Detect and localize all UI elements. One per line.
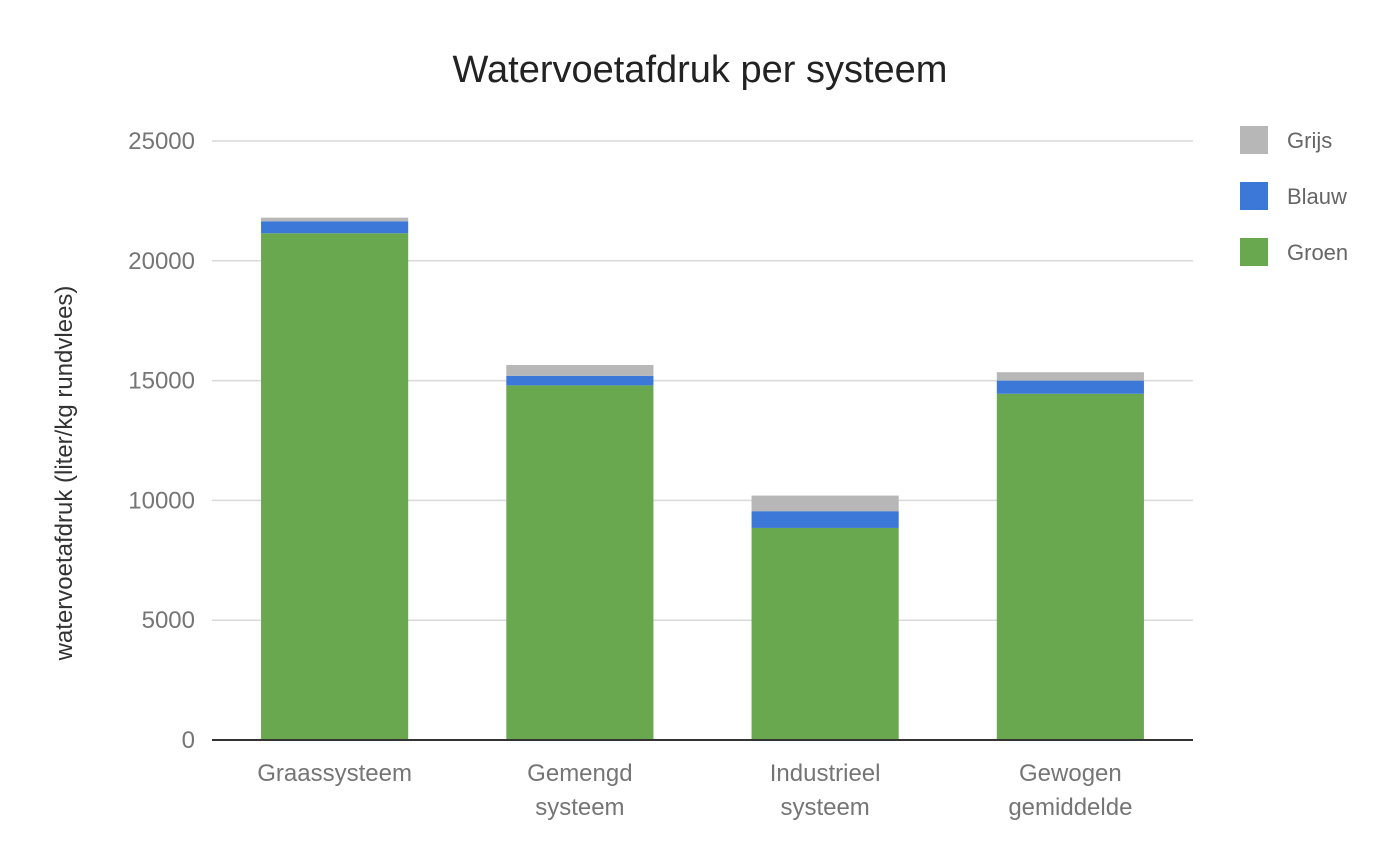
legend-item-blauw: Blauw	[1240, 182, 1347, 210]
bar-segment-blauw-industrieel-systeem	[751, 511, 899, 528]
legend-swatch-grijs	[1240, 126, 1268, 154]
bar-group-gemengd-systeem	[506, 365, 654, 740]
x-tick-label-graassysteem: Graassysteem	[257, 760, 412, 787]
bar-segment-groen-gewogen-gemiddelde	[996, 393, 1144, 740]
legend-label-blauw: Blauw	[1287, 184, 1347, 209]
bar-segment-grijs-gewogen-gemiddelde	[996, 372, 1144, 381]
y-axis-label: watervoetafdruk (liter/kg rundvlees)	[51, 286, 78, 662]
bar-segment-blauw-gewogen-gemiddelde	[996, 380, 1144, 394]
bar-segment-groen-graassysteem	[261, 233, 409, 740]
y-tick-label-5000: 5000	[142, 607, 195, 634]
y-tick-label-0: 0	[182, 727, 195, 754]
y-tick-label-15000: 15000	[128, 368, 195, 395]
bar-segment-blauw-graassysteem	[261, 221, 409, 234]
y-tick-label-10000: 10000	[128, 487, 195, 514]
bar-group-gewogen-gemiddelde	[996, 372, 1144, 740]
bars	[261, 217, 1144, 740]
x-tick-label-systeem: systeem	[535, 794, 624, 821]
legend-label-groen: Groen	[1287, 240, 1348, 265]
x-axis-ticks: Graassysteem Gemengd systeem Industrieel sys…	[257, 760, 1132, 821]
legend-item-groen: Groen	[1240, 238, 1348, 266]
bar-segment-grijs-industrieel-systeem	[751, 495, 899, 512]
legend-item-grijs: Grijs	[1240, 126, 1332, 154]
bar-segment-grijs-graassysteem	[261, 217, 409, 222]
legend-swatch-groen	[1240, 238, 1268, 266]
x-tick-label-gemiddelde: gemiddelde	[1008, 794, 1132, 821]
y-tick-label-25000: 25000	[128, 128, 195, 155]
bar-segment-grijs-gemengd-systeem	[506, 365, 654, 376]
bar-segment-groen-industrieel-systeem	[751, 527, 899, 740]
bar-segment-blauw-gemengd-systeem	[506, 375, 654, 386]
bar-segment-groen-gemengd-systeem	[506, 385, 654, 740]
x-tick-label-industrieel: Industrieel	[770, 760, 881, 787]
bar-group-industrieel-systeem	[751, 495, 899, 740]
y-tick-label-20000: 20000	[128, 248, 195, 275]
legend-label-grijs: Grijs	[1287, 128, 1332, 153]
y-axis-ticks: 0 5000 10000 15000 20000 25000	[128, 128, 195, 754]
x-tick-label-systeem: systeem	[780, 794, 869, 821]
chart-title: Watervoetafdruk per systeem	[453, 49, 948, 91]
bar-group-graassysteem	[261, 217, 409, 740]
legend: Grijs Blauw Groen	[1240, 126, 1348, 266]
x-tick-label-gewogen: Gewogen	[1019, 760, 1122, 787]
legend-swatch-blauw	[1240, 182, 1268, 210]
x-tick-label-gemengd: Gemengd	[527, 760, 632, 787]
